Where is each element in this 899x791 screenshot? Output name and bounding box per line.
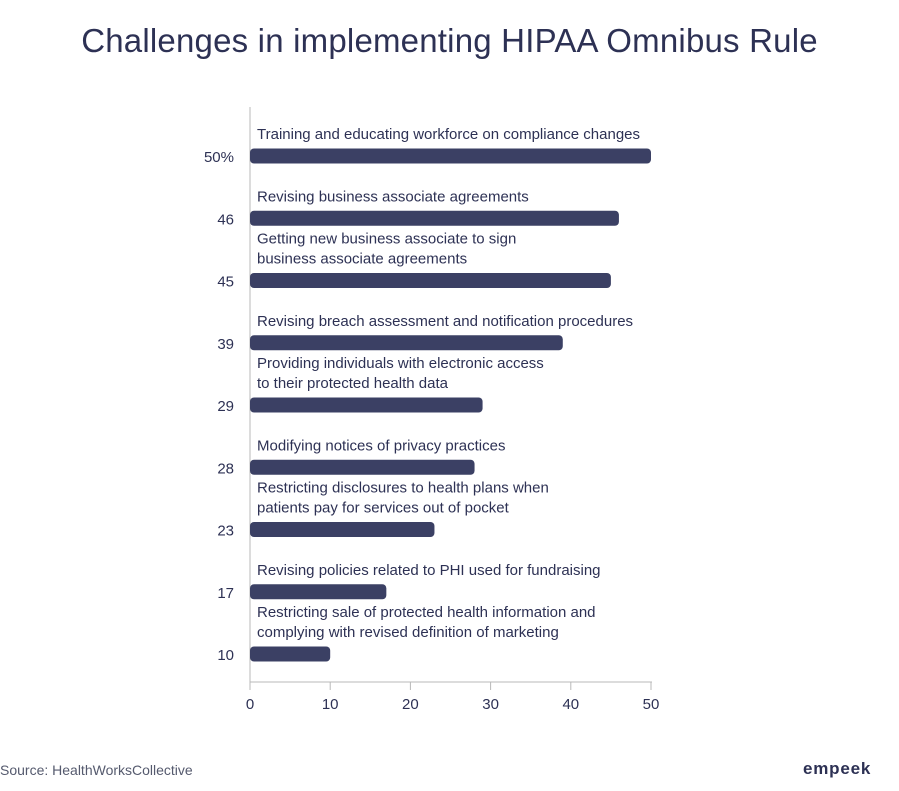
source-note: Source: HealthWorksCollective xyxy=(0,762,193,778)
value-label: 29 xyxy=(217,398,234,415)
x-tick-label: 20 xyxy=(402,696,419,713)
category-label: Providing individuals with electronic ac… xyxy=(257,355,544,372)
bar xyxy=(250,646,331,662)
category-label: Getting new business associate to sign xyxy=(257,231,516,248)
category-label: complying with revised definition of mar… xyxy=(257,624,559,641)
value-label: 39 xyxy=(217,336,234,353)
category-label: patients pay for services out of pocket xyxy=(257,500,510,517)
bar xyxy=(250,397,483,413)
brand-logo: empeek xyxy=(803,759,872,778)
category-label: Restricting sale of protected health inf… xyxy=(257,604,596,621)
category-label: Revising breach assessment and notificat… xyxy=(257,313,633,330)
value-label: 45 xyxy=(217,274,234,291)
chart-title: Challenges in implementing HIPAA Omnibus… xyxy=(81,22,818,59)
x-tick-label: 40 xyxy=(562,696,579,713)
bar xyxy=(250,210,619,226)
category-label: to their protected health data xyxy=(257,375,449,392)
category-label: business associate agreements xyxy=(257,251,467,268)
x-tick-label: 0 xyxy=(246,696,254,713)
bar xyxy=(250,335,563,351)
category-label: Revising policies related to PHI used fo… xyxy=(257,562,601,579)
category-label: Training and educating workforce on comp… xyxy=(257,126,640,143)
value-label: 23 xyxy=(217,523,234,540)
bar xyxy=(250,273,611,288)
value-label: 10 xyxy=(217,647,234,664)
bar xyxy=(250,522,435,537)
value-label: 17 xyxy=(217,585,234,602)
x-tick-label: 50 xyxy=(643,696,660,713)
x-tick-label: 10 xyxy=(322,696,339,713)
value-label: 50% xyxy=(204,149,234,166)
category-label: Restricting disclosures to health plans … xyxy=(257,480,549,497)
category-label: Revising business associate agreements xyxy=(257,188,529,205)
category-label: Modifying notices of privacy practices xyxy=(257,437,505,454)
value-label: 28 xyxy=(217,460,234,477)
value-label: 46 xyxy=(217,211,234,228)
x-tick-label: 30 xyxy=(482,696,499,713)
bar xyxy=(250,584,387,600)
bar xyxy=(250,148,651,164)
bar xyxy=(250,459,475,475)
